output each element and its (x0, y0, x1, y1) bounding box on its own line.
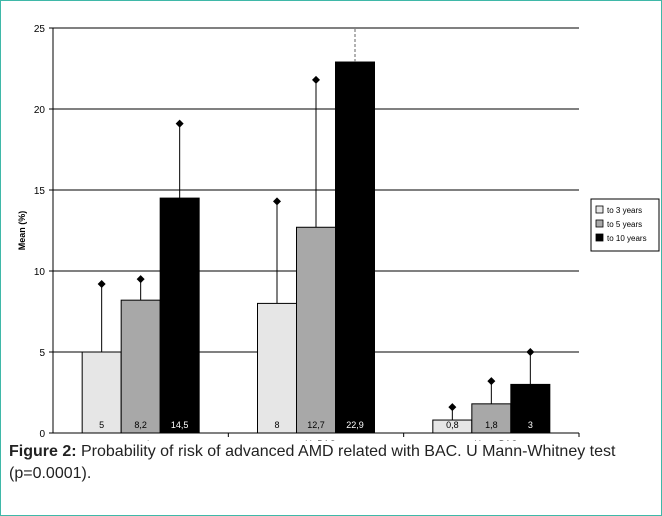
data-label: 12,7 (307, 420, 325, 430)
y-tick-label: 5 (39, 348, 45, 359)
error-bar-cap (312, 75, 320, 84)
bar (81, 351, 122, 434)
data-label: 5 (99, 420, 104, 430)
legend-label: to 3 years (607, 206, 642, 215)
x-tick-label: w ith BAC (295, 439, 336, 441)
legend-swatch (595, 205, 604, 214)
legend-swatch (595, 233, 604, 242)
x-tick-label: total (132, 439, 149, 441)
y-tick-label: 20 (34, 105, 46, 116)
error-bar-cap (487, 377, 496, 386)
x-tick-label: w ithout BAC (464, 439, 518, 441)
legend-label: to 5 years (607, 220, 642, 229)
bar (159, 197, 200, 434)
error-bar-cap (526, 348, 535, 356)
data-label: 14,5 (171, 420, 189, 430)
caption-text: Probability of risk of advanced AMD rela… (9, 443, 616, 482)
y-tick-label: 0 (39, 429, 45, 440)
caption-label: Figure 2: (9, 443, 77, 460)
y-axis-label: Mean (%) (17, 211, 27, 251)
data-label: 0,8 (446, 420, 459, 430)
figure-caption: Figure 2: Probability of risk of advance… (9, 441, 655, 485)
bar-chart: 0 5 10 15 20 25 Mean (%) total 5 8,2 14,5 w ith BAC… (17, 24, 660, 441)
error-bar-cap (273, 197, 281, 206)
bar (120, 299, 161, 434)
data-label: 8 (274, 420, 279, 430)
error-bar-cap (136, 275, 145, 284)
bar (335, 61, 375, 434)
legend-label: to 10 years (607, 234, 647, 243)
data-label: 1,8 (485, 420, 498, 430)
y-tick-label: 10 (34, 267, 46, 278)
error-bar-cap (97, 279, 106, 288)
bar (296, 226, 336, 434)
legend-swatch (595, 219, 604, 228)
data-label: 22,9 (346, 420, 364, 430)
error-bar-cap (175, 119, 184, 128)
bar (257, 302, 297, 434)
bar (510, 383, 551, 434)
y-tick-label: 15 (34, 186, 46, 197)
data-label: 8,2 (134, 420, 147, 430)
error-bar-cap (448, 403, 457, 412)
y-tick-label: 25 (34, 24, 46, 35)
data-label: 3 (528, 420, 533, 430)
